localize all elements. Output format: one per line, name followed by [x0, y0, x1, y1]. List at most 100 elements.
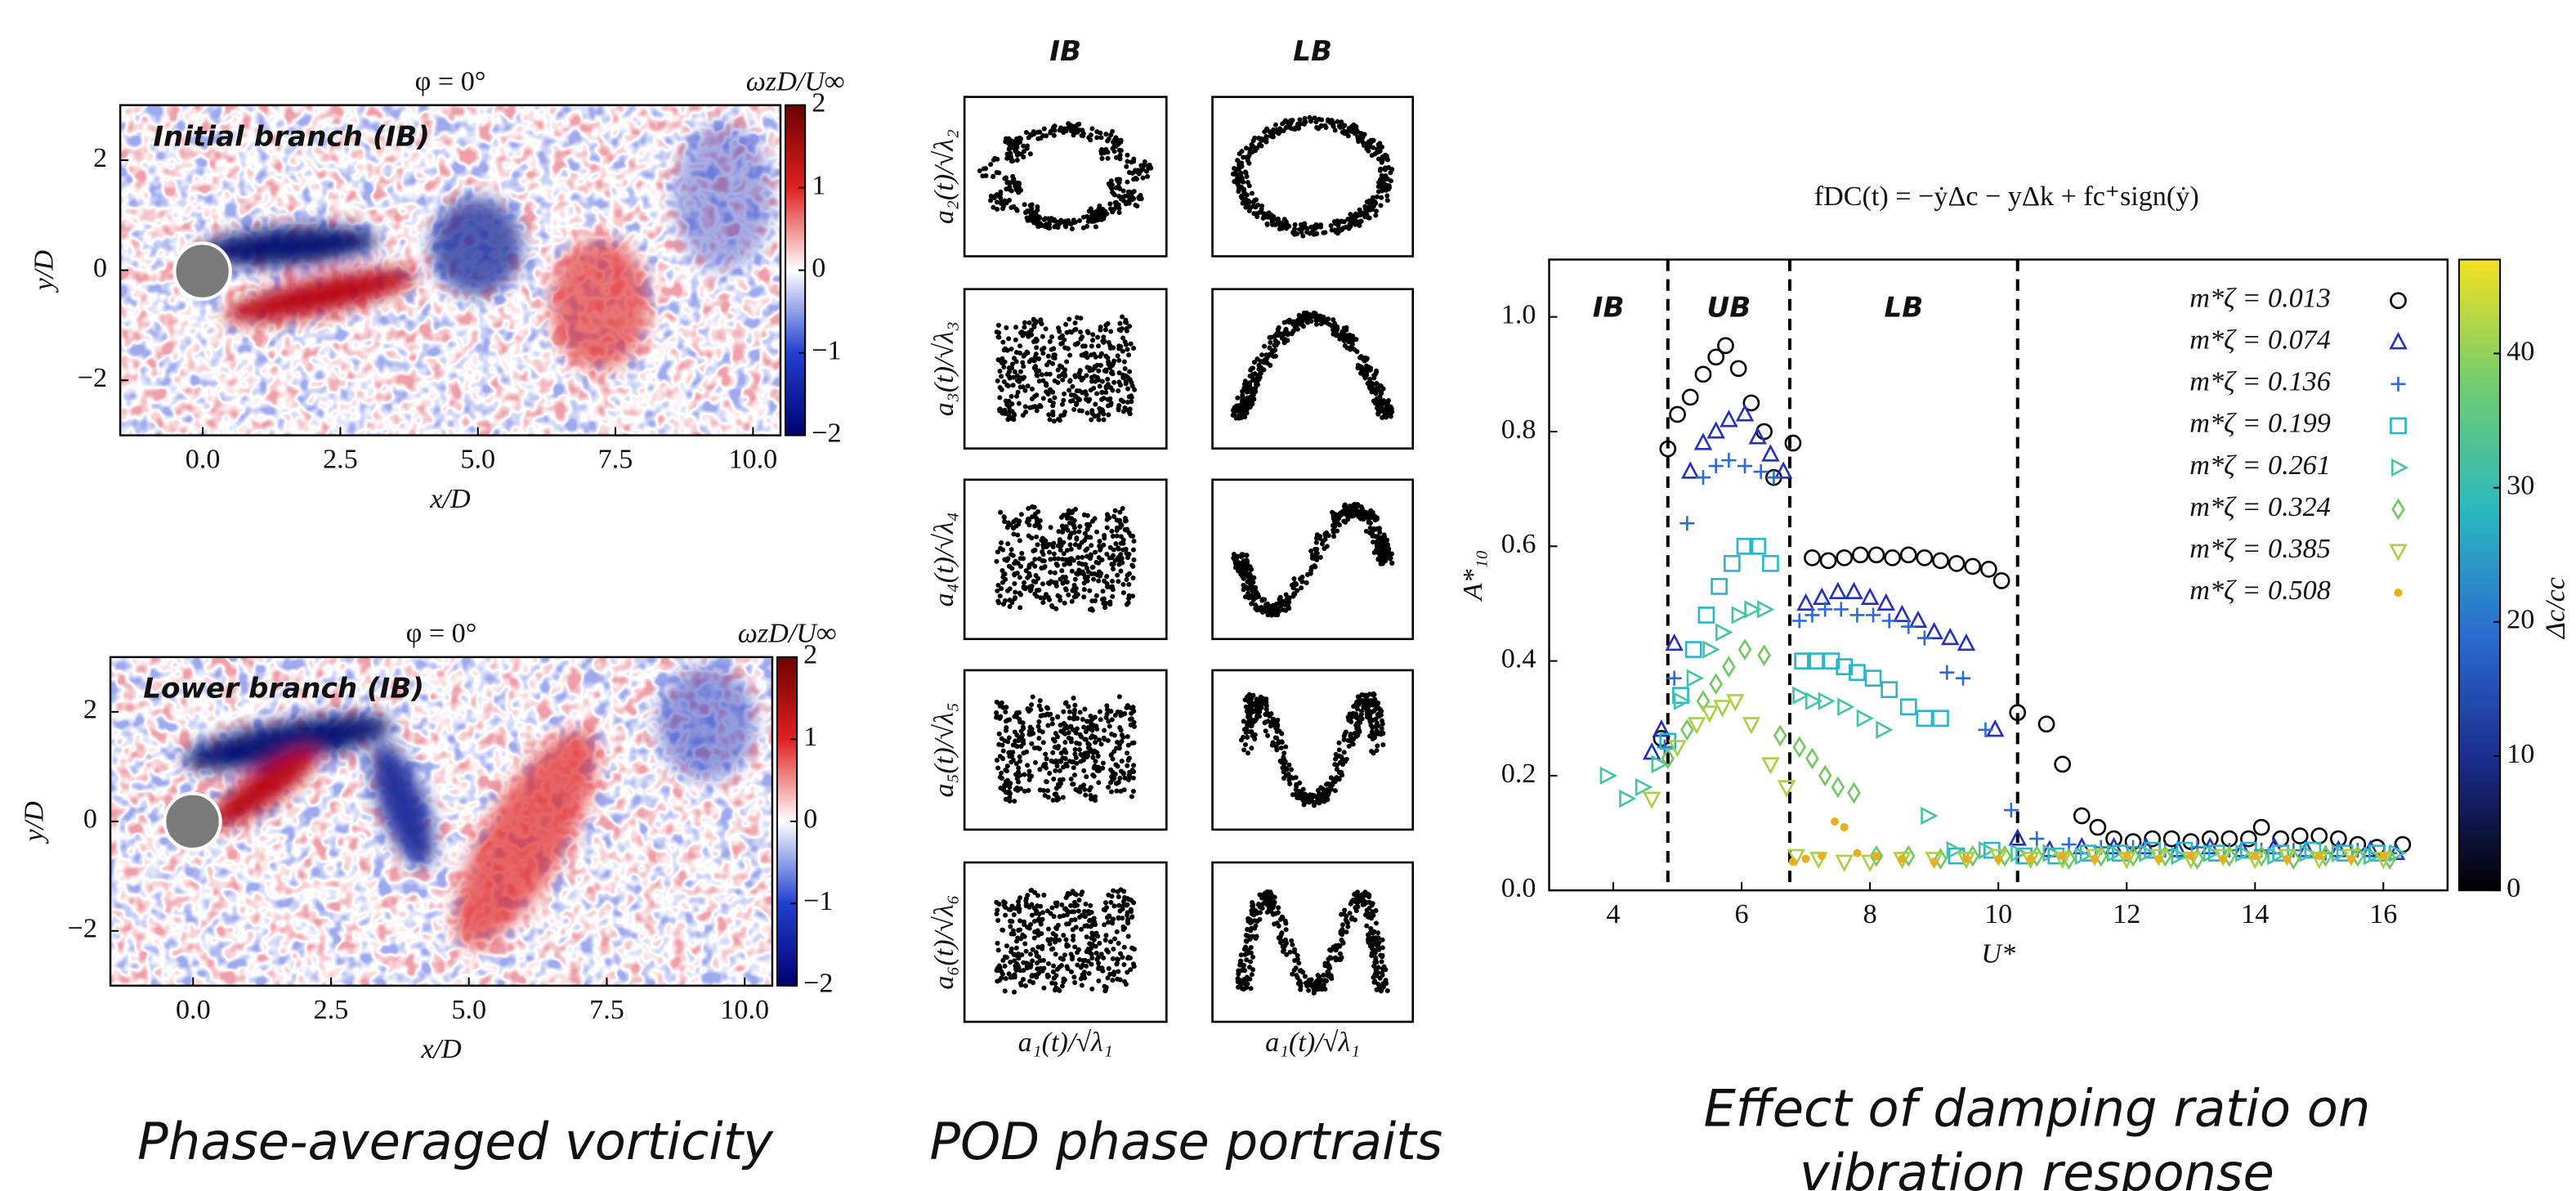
colorbar-tick-label: 10 [2507, 739, 2534, 769]
data-point [1908, 610, 1928, 629]
x-tick-label: 7.5 [589, 995, 624, 1025]
x-tick-label: 2.5 [314, 995, 349, 1025]
y-tick-label: 1.0 [1501, 300, 1536, 330]
data-point [1788, 857, 1797, 866]
data-point [1707, 348, 1725, 366]
x-tick-label: 5.0 [451, 995, 486, 1025]
phase-portrait-points [1235, 889, 1390, 996]
data-point [2186, 852, 2195, 861]
portrait-frame [963, 96, 1168, 257]
data-point [1822, 652, 1840, 669]
portrait-frame [1211, 669, 1415, 831]
data-point [1681, 461, 1700, 479]
data-point [1939, 665, 1955, 680]
data-point [1818, 602, 1833, 617]
data-point [2079, 844, 2097, 862]
data-point [2304, 841, 2322, 859]
data-point [1792, 686, 1810, 705]
data-point [1669, 405, 1686, 423]
x-tick-label: 4 [1607, 899, 1621, 929]
x-axis-label: x/D [429, 484, 471, 514]
data-point [1761, 444, 1780, 462]
data-point [1916, 630, 1932, 646]
panel-title: φ = 0° [406, 619, 477, 649]
region-label: UB [1707, 291, 1751, 324]
data-point [1694, 365, 1712, 383]
data-point [1702, 640, 1720, 659]
data-point [2347, 854, 2356, 863]
data-point [1849, 664, 1866, 681]
y-axis-label: a₄(t)/√λ₄ [929, 512, 959, 607]
data-point [1737, 459, 1753, 474]
data-point [1997, 844, 2012, 867]
colorbar-tick-label: −1 [812, 335, 841, 365]
data-point [2203, 844, 2221, 862]
data-point [1864, 669, 1882, 687]
phase-portrait-points [994, 694, 1137, 804]
y-axis-label: y/D [29, 250, 60, 293]
y-axis-label: a₂(t)/√λ₂ [929, 129, 959, 224]
data-point [2218, 854, 2228, 863]
x-tick-label: 10.0 [728, 445, 777, 475]
data-point [1787, 848, 1806, 866]
data-point [2058, 852, 2067, 861]
data-point [2252, 818, 2270, 836]
data-point [1651, 754, 1669, 774]
colorbar-label: ωzD/U∞ [738, 619, 837, 649]
data-point [1805, 692, 1823, 710]
data-point [1941, 627, 1960, 646]
data-point [1757, 644, 1771, 666]
x-tick-label: 0.0 [186, 445, 221, 475]
colorbar-tick-label: −1 [803, 886, 833, 916]
portrait-frame [963, 861, 1168, 1023]
data-point [1695, 470, 1711, 486]
data-point [1813, 587, 1831, 605]
data-point [2235, 844, 2253, 862]
phase-portrait-points [994, 314, 1138, 424]
data-point [1773, 461, 1793, 479]
y-axis-label: a₅(t)/√λ₅ [929, 702, 959, 797]
column-header: LB [1293, 35, 1332, 68]
data-point [1828, 581, 1848, 599]
data-point [1992, 572, 2010, 589]
data-point [1849, 607, 1865, 623]
panel-annotation: Lower branch (IB) [143, 673, 424, 705]
data-point [1742, 717, 1761, 735]
data-point [1869, 844, 1884, 867]
x-tick-label: 8 [1863, 899, 1877, 929]
vorticity-field [120, 105, 781, 436]
data-point [1860, 587, 1880, 605]
data-point [2074, 846, 2093, 866]
data-point [2073, 807, 2091, 825]
data-point [2158, 844, 2172, 867]
data-point [1721, 453, 1737, 468]
colorbar-tick-label: 2 [812, 87, 825, 118]
x-tick-label: 10 [1984, 899, 2012, 929]
data-point [2003, 802, 2019, 818]
data-point [1994, 854, 2003, 863]
data-point [1791, 613, 1807, 629]
colorbar-tick-label: 30 [2507, 470, 2534, 500]
legend-marker [2390, 292, 2407, 310]
data-point [1884, 548, 1901, 566]
data-point [2144, 830, 2161, 848]
data-point [1729, 360, 1747, 378]
data-point [1961, 854, 1970, 863]
data-point [1693, 432, 1713, 450]
data-point [2089, 818, 2107, 836]
x-axis-label: a₁(t)/√λ₁ [1265, 1028, 1360, 1058]
portrait-frame [963, 478, 1168, 641]
data-point [1713, 700, 1732, 718]
data-point [1836, 658, 1854, 675]
data-point [1686, 669, 1704, 687]
y-axis-label: y/D [19, 801, 49, 844]
data-point [1744, 600, 1762, 619]
y-tick-label: −2 [78, 363, 107, 393]
x-tick-label: 10.0 [720, 995, 769, 1025]
data-point [1687, 717, 1706, 735]
y-tick-label: 0.4 [1501, 643, 1536, 674]
data-point [1852, 546, 1869, 564]
y-tick-label: −2 [68, 914, 97, 944]
